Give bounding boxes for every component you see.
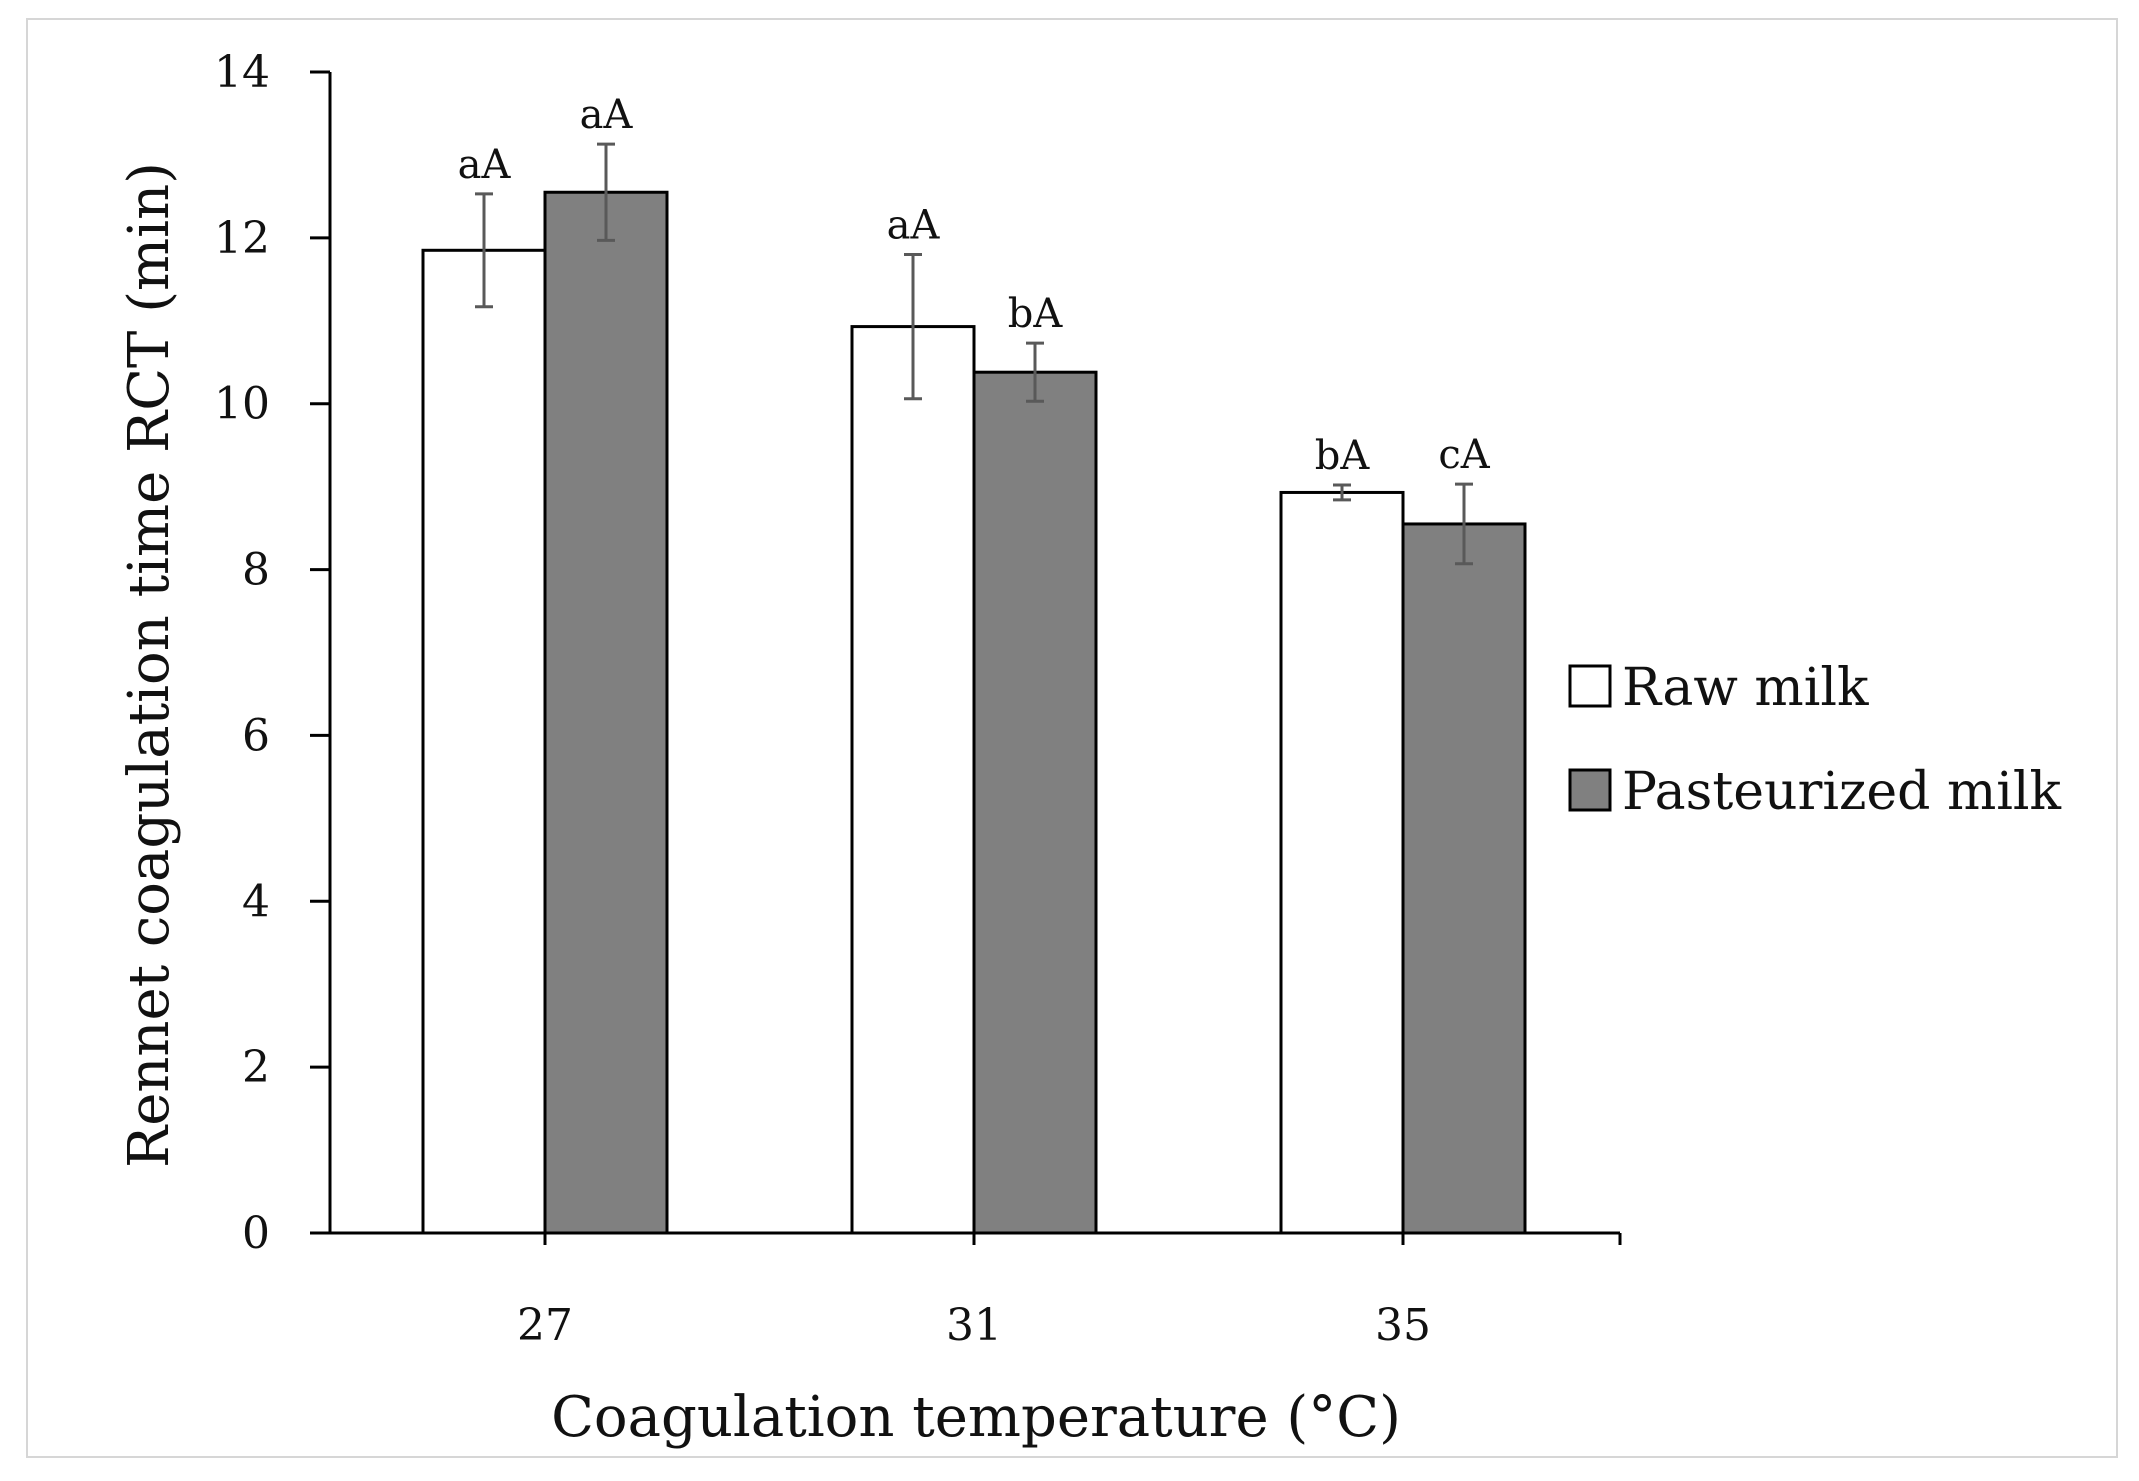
y-tick-label-8: 8 — [242, 545, 270, 596]
y-tick-label-6: 6 — [242, 710, 270, 761]
legend-label-raw-milk: Raw milk — [1622, 658, 1869, 718]
bars-layer — [421, 142, 1527, 1235]
legend: Raw milk Pasteurized milk — [1568, 658, 2062, 822]
legend-label-pasteurized-milk: Pasteurized milk — [1622, 762, 2062, 822]
bar-raw-milk-31 — [850, 325, 976, 1235]
bar-pasteurized-milk-31 — [972, 370, 1098, 1235]
y-tick-label-4: 4 — [242, 876, 270, 927]
y-axis-title: Rennet coagulation time RCT (min) — [117, 162, 182, 1168]
y-tick-label-2: 2 — [242, 1042, 270, 1093]
x-tick-label-27: 27 — [517, 1300, 573, 1351]
error-bar-pasteurized-milk-35 — [1455, 482, 1473, 566]
legend-swatch-raw-milk — [1568, 664, 1612, 708]
x-tick-label-31: 31 — [946, 1300, 1002, 1351]
error-bar-raw-milk-27 — [475, 192, 493, 309]
axes-layer — [310, 70, 1622, 1245]
significance-label-pasteurized-milk-35: cA — [1438, 432, 1490, 478]
bar-raw-milk-35 — [1279, 490, 1405, 1235]
y-tick-label-14: 14 — [214, 47, 270, 98]
significance-label-raw-milk-31: aA — [887, 202, 941, 248]
error-bar-raw-milk-31 — [904, 252, 922, 401]
y-tick-label-12: 12 — [214, 213, 270, 264]
bar-pasteurized-milk-35 — [1401, 522, 1527, 1235]
error-bar-pasteurized-milk-31 — [1026, 341, 1044, 403]
y-tick-label-0: 0 — [242, 1208, 270, 1259]
significance-label-raw-milk-35: bA — [1315, 433, 1371, 479]
significance-label-pasteurized-milk-27: aA — [580, 92, 634, 138]
y-tick-label-10: 10 — [214, 379, 270, 430]
significance-label-pasteurized-milk-31: bA — [1008, 291, 1064, 337]
labels-layer: aA aA bA aA bA cA 0 2 4 6 8 10 12 14 27 31 35 — [214, 47, 1491, 1351]
x-axis-title: Coagulation temperature (°C) — [551, 1385, 1401, 1450]
bar-raw-milk-27 — [421, 248, 547, 1235]
x-tick-label-35: 35 — [1375, 1300, 1431, 1351]
legend-swatch-pasteurized-milk — [1568, 768, 1612, 812]
significance-label-raw-milk-27: aA — [458, 142, 512, 188]
error-bar-raw-milk-35 — [1333, 483, 1351, 502]
error-bar-pasteurized-milk-27 — [597, 142, 615, 242]
bar-pasteurized-milk-27 — [543, 190, 669, 1235]
